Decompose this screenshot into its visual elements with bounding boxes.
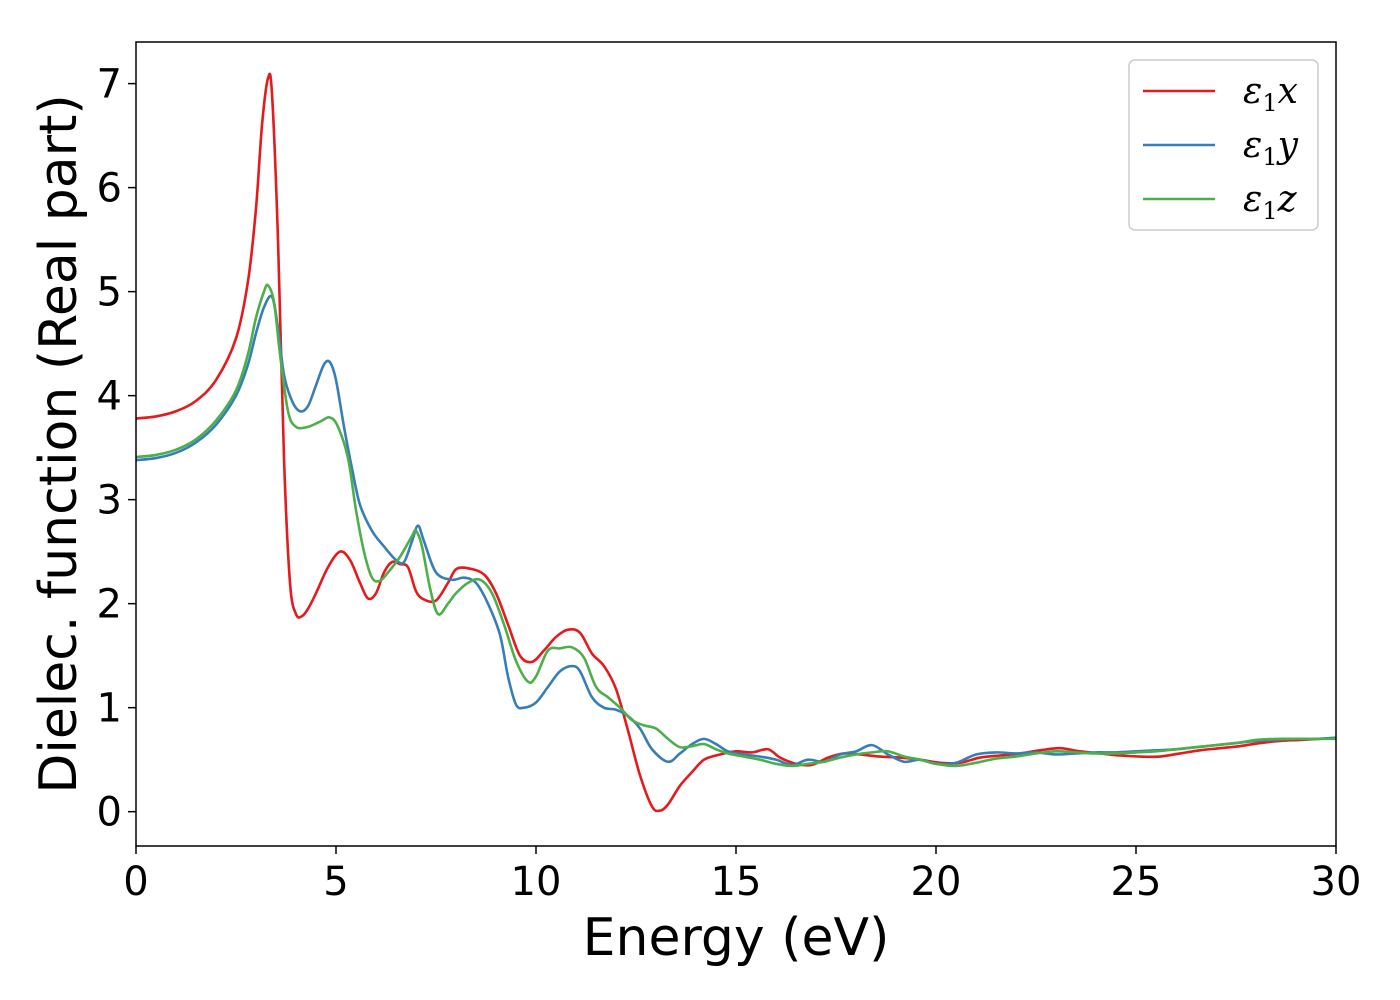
x-tick-label: 20	[911, 859, 962, 905]
legend-label-x: ε1x	[1243, 71, 1298, 117]
y-tick-label: 0	[97, 790, 122, 836]
y-tick-label: 2	[97, 582, 122, 628]
y-axis-title: Dielec. function (Real part)	[29, 94, 89, 793]
series-layer	[135, 72, 1337, 813]
legend: ε1x ε1y ε1z	[1128, 59, 1319, 231]
series-line-z	[135, 283, 1336, 768]
x-axis-ticks: 0 5 10 15 20 25 30	[123, 846, 1361, 905]
y-tick-label: 5	[97, 270, 122, 316]
legend-box	[1128, 59, 1319, 231]
x-tick-label: 25	[1111, 859, 1162, 905]
legend-label-y: ε1y	[1243, 125, 1299, 171]
y-tick-label: 6	[97, 166, 122, 212]
x-tick-label: 0	[123, 859, 148, 905]
x-tick-label: 10	[511, 859, 562, 905]
x-tick-label: 5	[323, 859, 348, 905]
y-tick-label: 4	[97, 374, 122, 420]
y-tick-label: 3	[97, 478, 122, 524]
y-axis-ticks: 0 1 2 3 4 5 6 7	[97, 62, 136, 836]
legend-label-z: ε1z	[1243, 179, 1298, 225]
series-line-x	[135, 72, 1337, 813]
x-tick-label: 15	[711, 859, 762, 905]
x-axis-title: Energy (eV)	[583, 908, 890, 968]
x-tick-label: 30	[1311, 859, 1362, 905]
y-tick-label: 7	[97, 62, 122, 108]
y-tick-label: 1	[97, 686, 122, 732]
